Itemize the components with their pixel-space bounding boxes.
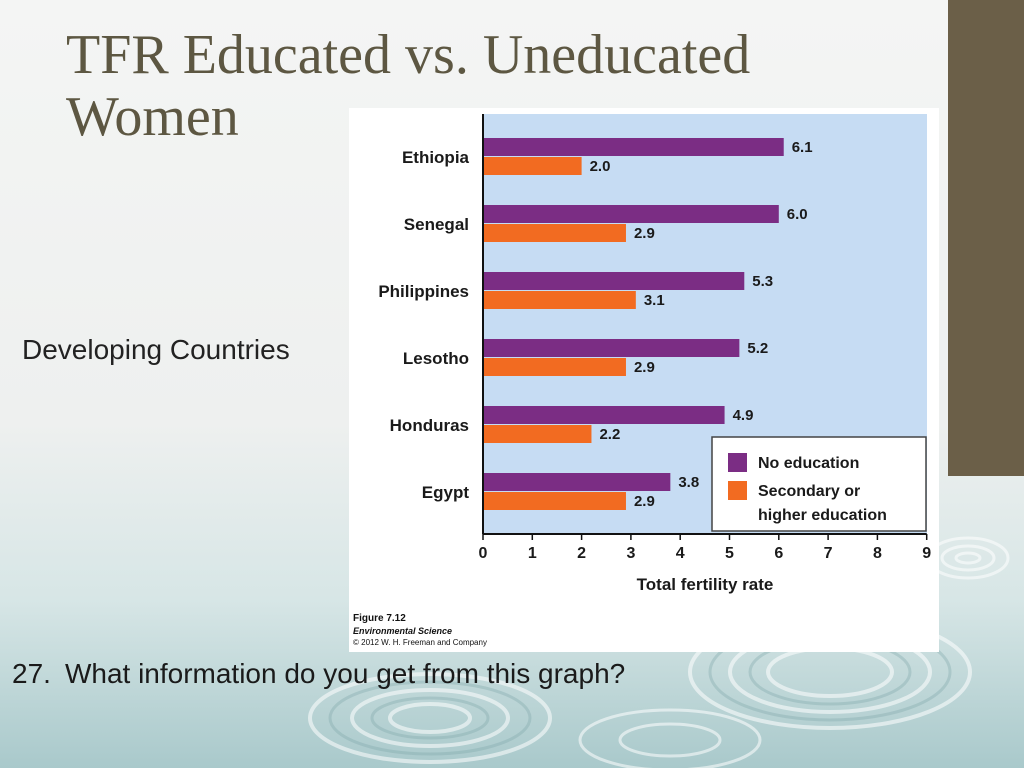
side-label: Developing Countries [22, 334, 290, 365]
legend-label-secondary-line2: higher education [758, 507, 887, 524]
legend-label-no-education: No education [758, 455, 859, 472]
bar [483, 272, 745, 290]
figure-credit: Figure 7.12 Environmental Science © 2012… [353, 613, 487, 649]
data-label: 2.2 [599, 426, 620, 443]
bar [483, 339, 740, 357]
x-tick-label: 6 [774, 545, 783, 562]
data-label: 2.9 [634, 359, 655, 376]
data-label: 2.0 [590, 158, 611, 175]
bar-chart: 6.1 2.0 Ethiopia 6.0 2.9 Senegal 5.3 3.1 Philipp… [378, 114, 931, 594]
question-number: 27. [12, 658, 51, 689]
data-label: 3.8 [678, 474, 699, 491]
x-tick-label: 1 [528, 545, 537, 562]
bar [483, 358, 626, 376]
data-label: 6.0 [787, 206, 808, 223]
accent-bar [948, 0, 1024, 476]
data-label: 5.2 [747, 340, 768, 357]
category-label: Ethiopia [402, 148, 470, 167]
bar [483, 224, 626, 242]
category-label: Lesotho [403, 349, 469, 368]
legend-swatch-no-education [728, 453, 747, 472]
x-tick-label: 3 [626, 545, 635, 562]
x-tick-label: 2 [577, 545, 586, 562]
slide-title: TFR Educated vs. Uneducated Women [66, 24, 751, 148]
x-tick-label: 0 [479, 545, 488, 562]
x-tick-label: 9 [922, 545, 931, 562]
data-label: 3.1 [644, 292, 665, 309]
legend-label-secondary-line1: Secondary or [758, 483, 860, 500]
bar [483, 425, 592, 443]
data-label: 2.9 [634, 225, 655, 242]
bar [483, 157, 582, 175]
bar [483, 205, 779, 223]
x-tick-label: 4 [676, 545, 685, 562]
bar [483, 406, 725, 424]
x-tick-label: 7 [824, 545, 833, 562]
bar [483, 492, 626, 510]
legend-swatch-secondary [728, 481, 747, 500]
data-label: 5.3 [752, 273, 773, 290]
data-label: 2.9 [634, 493, 655, 510]
figure-copyright: © 2012 W. H. Freeman and Company [353, 638, 487, 647]
bar [483, 473, 671, 491]
question: 27. What information do you get from this… [12, 658, 625, 690]
x-axis-label: Total fertility rate [637, 575, 774, 594]
category-label: Egypt [422, 483, 470, 502]
bar [483, 138, 784, 156]
category-label: Honduras [390, 416, 469, 435]
data-label: 6.1 [792, 139, 813, 156]
figure-panel: 6.1 2.0 Ethiopia 6.0 2.9 Senegal 5.3 3.1 Philipp… [349, 108, 939, 652]
bar [483, 291, 636, 309]
category-label: Philippines [378, 282, 469, 301]
category-label: Senegal [404, 215, 469, 234]
figure-label: Figure 7.12 [353, 613, 406, 624]
figure-source: Environmental Science [353, 626, 453, 636]
question-text: What information do you get from this gr… [64, 658, 626, 689]
legend-box [711, 436, 927, 532]
data-label: 4.9 [733, 407, 754, 424]
x-tick-label: 8 [873, 545, 882, 562]
x-tick-label: 5 [725, 545, 734, 562]
